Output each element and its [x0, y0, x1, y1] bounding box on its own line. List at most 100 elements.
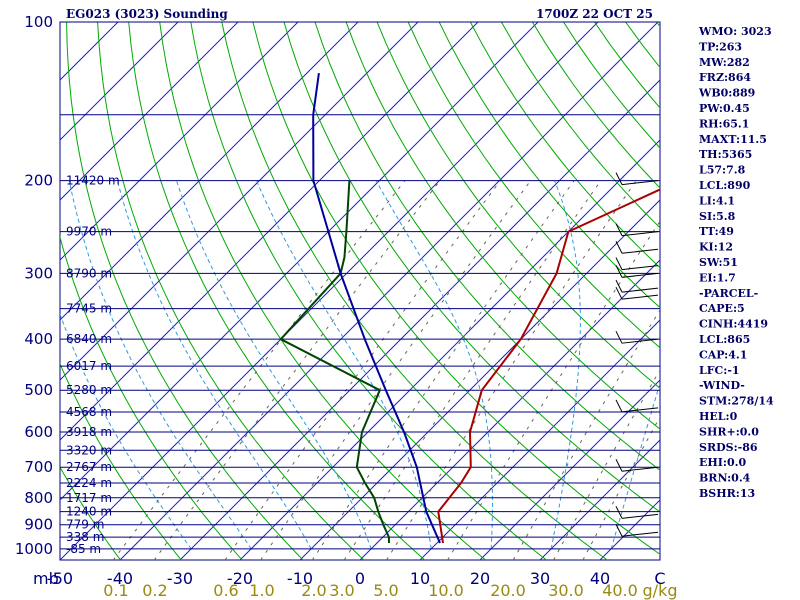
moist-adiabat-line	[116, 180, 312, 550]
moist-adiabat-line	[550, 180, 581, 549]
mixing-ratio-line	[224, 180, 501, 560]
mixing-ratio-label: 5.0	[373, 581, 398, 600]
dry-adiabat-line	[60, 235, 243, 560]
wind-barb-flag	[615, 223, 623, 236]
mixing-ratio-unit-label: g/kg	[643, 581, 678, 600]
height-label: 2767 m	[66, 460, 112, 474]
pressure-tick-label: 800	[24, 489, 53, 507]
pressure-tick-label: 900	[24, 516, 53, 534]
dry-adiabat-line	[314, 22, 660, 471]
dry-adiabat-line	[66, 22, 304, 560]
isotherm-line	[60, 22, 419, 381]
isotherm-line	[419, 319, 660, 560]
trace-parcel	[312, 72, 441, 544]
dry-adiabat-line	[128, 22, 426, 560]
pressure-tick-label: 500	[24, 381, 53, 399]
index-item: LI:4.1	[699, 194, 735, 207]
height-label: 11420 m	[66, 174, 120, 188]
isotherm-line	[479, 379, 660, 560]
wind-barb	[621, 338, 659, 344]
dry-adiabat-line	[221, 22, 608, 560]
temperature-tick-label: -20	[227, 569, 253, 588]
mixing-ratio-label: 1.0	[249, 581, 274, 600]
index-item: RH:65.1	[699, 117, 749, 130]
index-item: FRZ:864	[699, 71, 751, 84]
isotherm-line	[239, 139, 660, 560]
height-label: 3320 m	[66, 443, 112, 457]
dry-adiabat-line	[60, 362, 182, 560]
height-label: 4568 m	[66, 405, 112, 419]
index-item: SW:51	[699, 256, 738, 269]
index-item: SI:5.8	[699, 210, 736, 223]
height-label: 3918 m	[66, 425, 112, 439]
wind-barb-flag	[615, 265, 623, 278]
isotherm-line	[60, 22, 599, 560]
isotherm-line	[60, 22, 299, 261]
temperature-tick-label: -40	[107, 569, 133, 588]
mixing-ratio-line	[512, 308, 660, 560]
index-item: LCL:865	[699, 333, 750, 346]
index-item: -WIND-	[699, 379, 745, 392]
wind-barb-flag	[615, 399, 623, 413]
dry-adiabat-line	[407, 22, 660, 349]
dry-adiabat-line	[60, 466, 121, 560]
mixing-ratio-label: 0.1	[103, 581, 128, 600]
index-item: HEL:0	[699, 410, 738, 423]
index-item: -PARCEL-	[699, 287, 758, 300]
height-label: 338 m	[66, 530, 104, 544]
plot-frame	[59, 21, 661, 561]
mixing-ratio-label: 0.6	[213, 581, 238, 600]
wind-barb-flag	[615, 172, 623, 185]
wind-barb-flag	[615, 330, 623, 344]
temperature-unit-label: C	[654, 569, 665, 588]
wind-barb-flag	[615, 257, 623, 270]
wind-barb	[621, 265, 659, 271]
wind-barb	[621, 294, 659, 300]
index-item: LCL:890	[699, 179, 751, 192]
dry-adiabat-line	[283, 22, 660, 513]
mixing-ratio-label: 30.0	[548, 581, 584, 600]
wind-barb	[621, 513, 659, 519]
pressure-tick-label: 300	[24, 264, 53, 282]
index-item: CAPE:5	[699, 302, 745, 315]
wind-barb	[621, 180, 659, 186]
mixing-ratio-label: 2.0	[301, 581, 326, 600]
temperature-tick-label: 30	[530, 569, 550, 588]
index-item: BRN:0.4	[699, 472, 751, 485]
index-item: TT:49	[699, 225, 734, 238]
temperature-tick-label: 0	[355, 569, 365, 588]
pressure-tick-label: 1000	[15, 540, 53, 558]
wind-barb	[621, 531, 659, 537]
mixing-ratio-label: 20.0	[490, 581, 526, 600]
temperature-tick-label: -30	[167, 569, 193, 588]
height-label: 6017 m	[66, 359, 112, 373]
mixing-ratio-label: 10.0	[428, 581, 464, 600]
index-item: WMO: 3023	[698, 25, 772, 38]
height-label: 1240 m	[66, 505, 112, 519]
temperature-tick-label: 40	[590, 569, 610, 588]
height-label: 5280 m	[66, 383, 112, 397]
index-item: MAXT:11.5	[699, 133, 767, 146]
wind-barb	[621, 248, 659, 254]
index-item: PW:0.45	[699, 102, 750, 115]
index-item: EHI:0.0	[699, 456, 746, 469]
moist-adiabat-line	[375, 180, 493, 549]
dry-adiabat-line	[97, 22, 365, 560]
index-item: CAP:4.1	[699, 348, 747, 361]
isotherm-line	[299, 199, 660, 560]
index-item: TH:5365	[699, 148, 752, 161]
index-item: LFC:-1	[699, 364, 740, 377]
wind-barb-flag	[615, 279, 623, 293]
mixing-ratio-line	[553, 368, 660, 560]
mixing-ratio-label: 0.2	[142, 581, 167, 600]
mixing-ratio-line	[260, 180, 532, 560]
wind-barb	[621, 466, 659, 472]
mixing-ratio-label: 3.0	[329, 581, 354, 600]
isotherm-line	[60, 22, 479, 441]
chart-title-right: 1700Z 22 OCT 25	[536, 7, 653, 21]
wind-barb	[621, 272, 659, 278]
mixing-ratio-line	[386, 180, 637, 560]
pressure-tick-label: 100	[24, 13, 53, 31]
dry-adiabat-line	[190, 22, 547, 560]
